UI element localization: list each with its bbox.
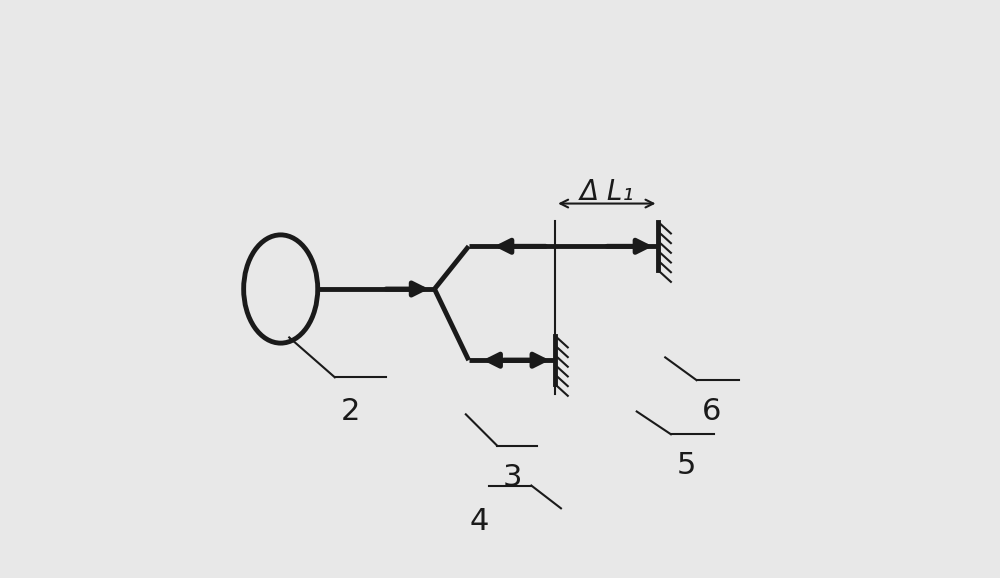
Text: 6: 6	[702, 397, 722, 426]
Text: 2: 2	[340, 397, 360, 426]
Text: 5: 5	[677, 451, 696, 480]
Text: 3: 3	[503, 463, 522, 492]
Text: 4: 4	[469, 506, 489, 536]
Text: Δ L₁: Δ L₁	[580, 178, 634, 206]
